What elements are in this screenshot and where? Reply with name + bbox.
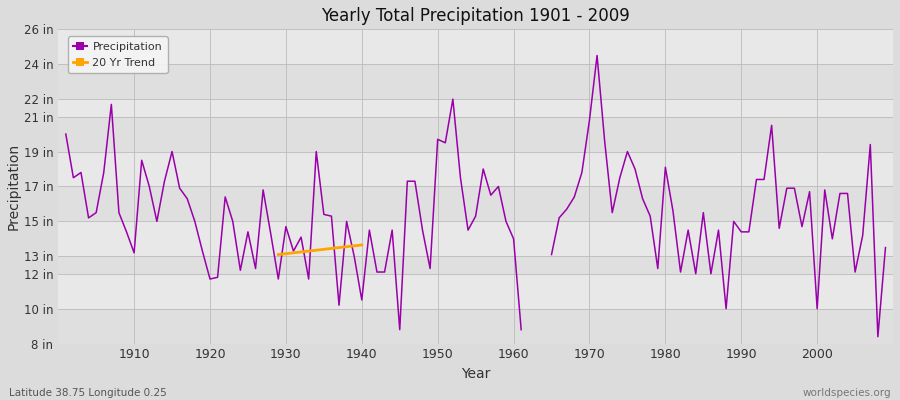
Bar — [58, 29, 893, 64]
Bar — [58, 221, 893, 256]
Bar — [58, 117, 893, 152]
Text: Latitude 38.75 Longitude 0.25: Latitude 38.75 Longitude 0.25 — [9, 388, 166, 398]
Legend: Precipitation, 20 Yr Trend: Precipitation, 20 Yr Trend — [68, 36, 167, 73]
Text: worldspecies.org: worldspecies.org — [803, 388, 891, 398]
Y-axis label: Precipitation: Precipitation — [7, 143, 21, 230]
Bar — [58, 99, 893, 117]
Bar — [58, 186, 893, 221]
Bar — [58, 152, 893, 186]
Bar — [58, 274, 893, 309]
Bar — [58, 256, 893, 274]
Bar — [58, 309, 893, 344]
X-axis label: Year: Year — [461, 367, 491, 381]
Title: Yearly Total Precipitation 1901 - 2009: Yearly Total Precipitation 1901 - 2009 — [321, 7, 630, 25]
Bar — [58, 64, 893, 99]
